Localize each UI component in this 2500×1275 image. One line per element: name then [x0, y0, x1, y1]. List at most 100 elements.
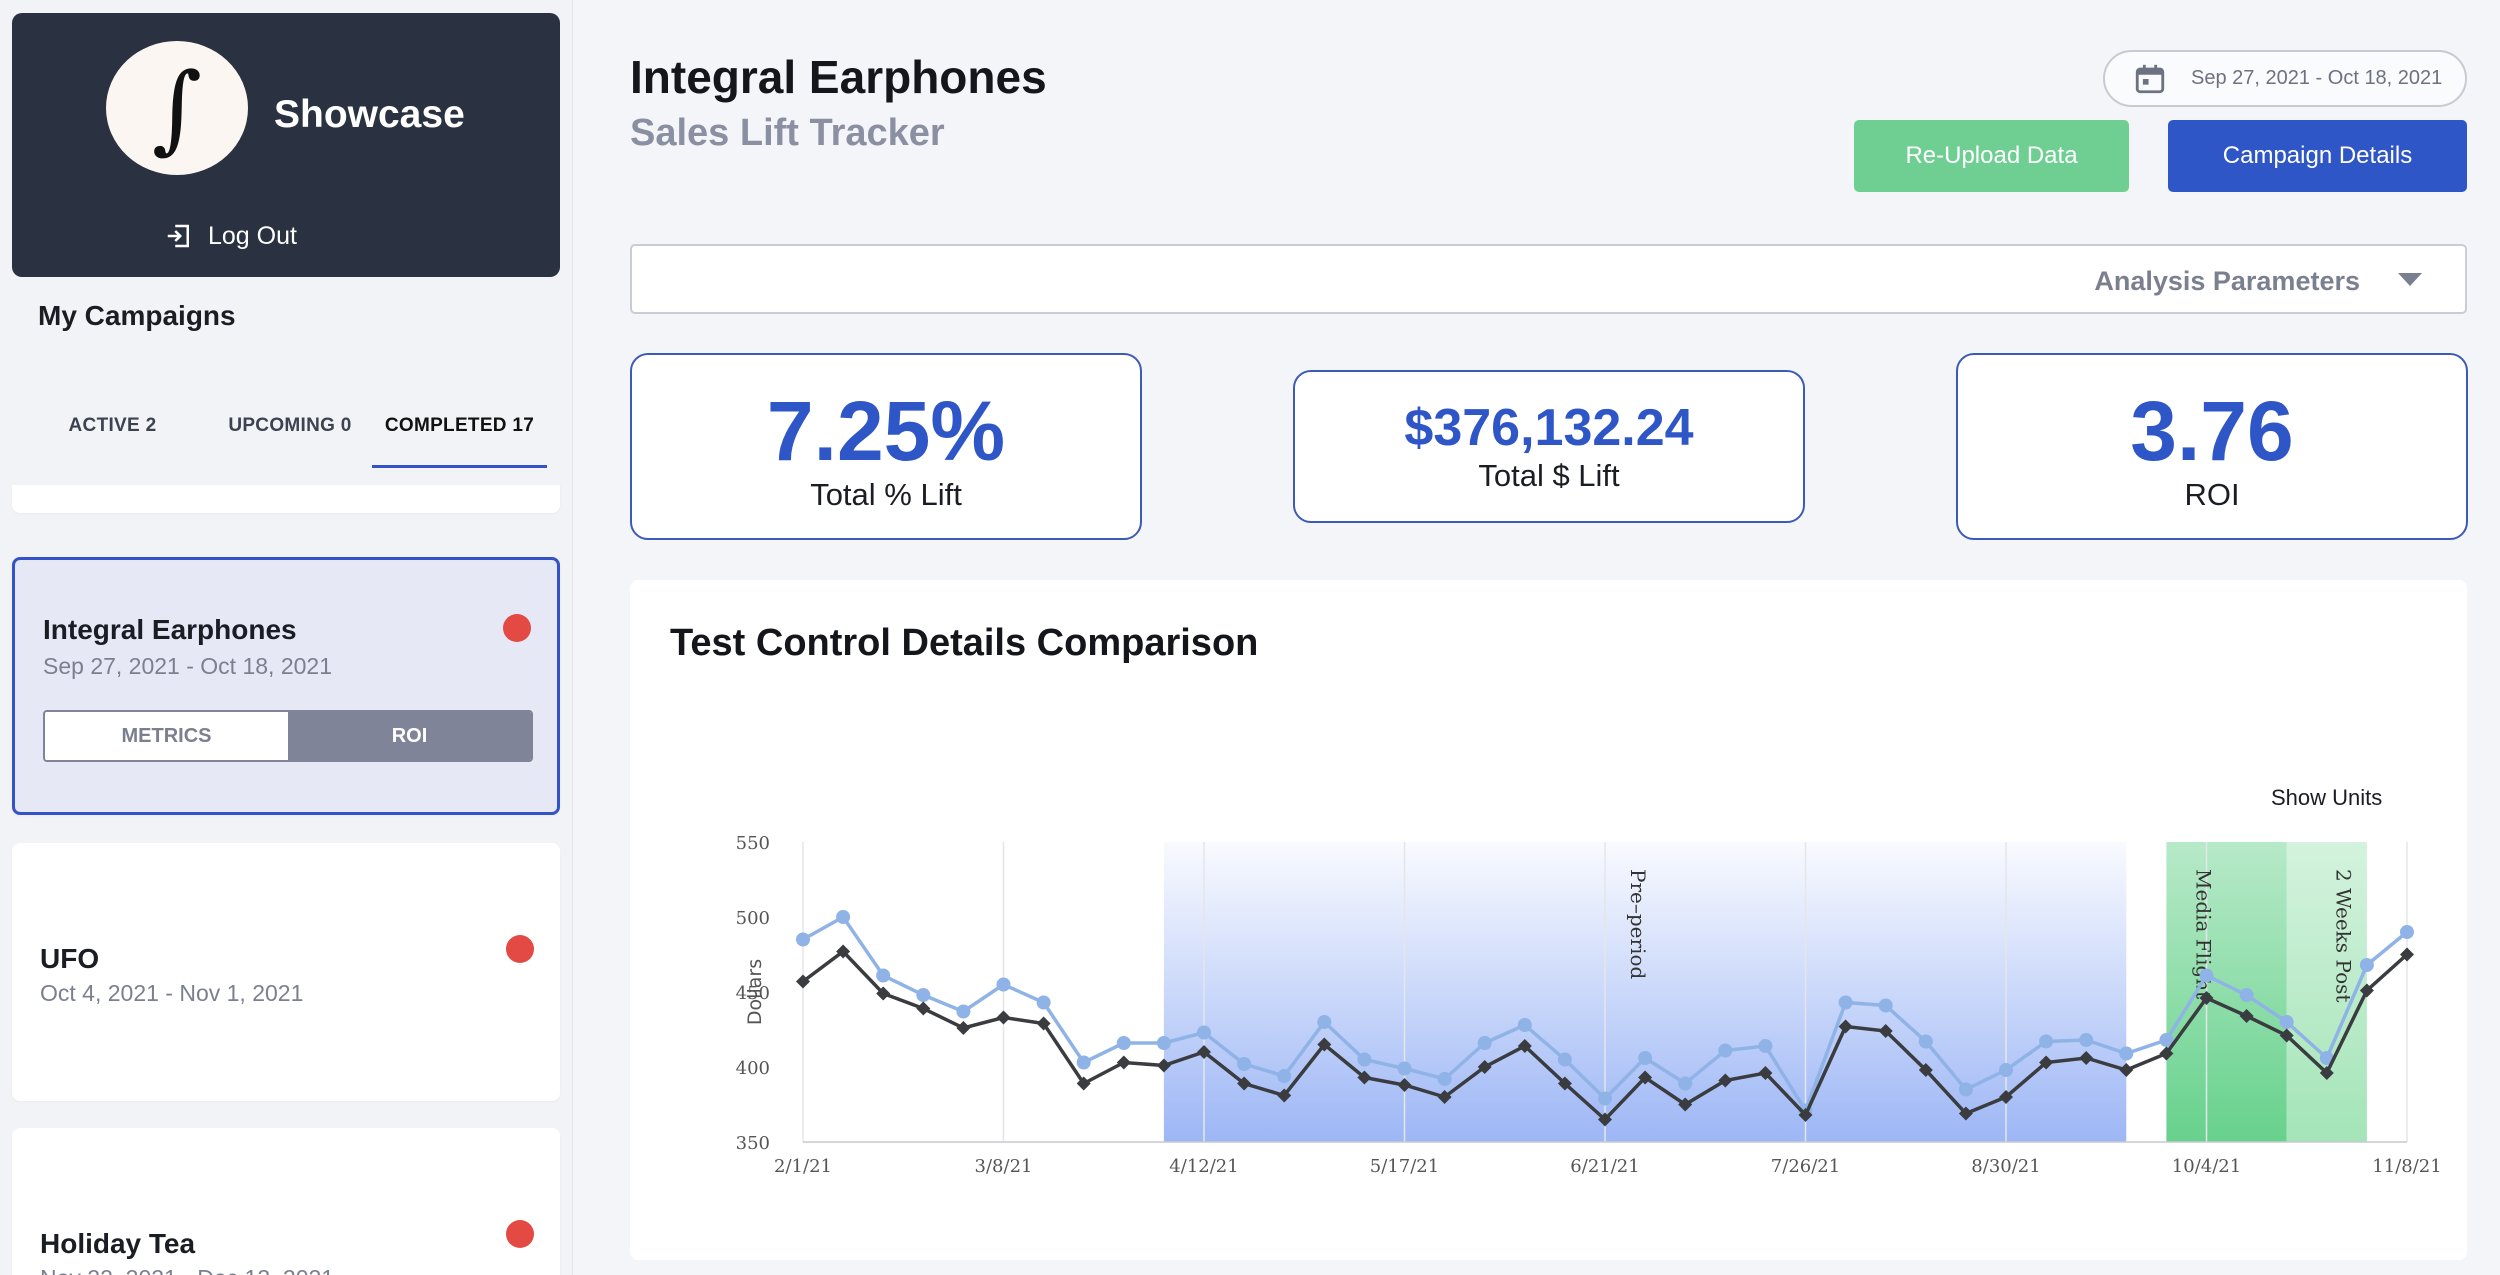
data-point	[1517, 1039, 1532, 1053]
data-point	[2359, 958, 2374, 972]
tab-active[interactable]: ACTIVE 2	[68, 415, 157, 436]
data-point	[2119, 1063, 2134, 1077]
logo: ∫	[106, 41, 248, 175]
status-dot	[503, 614, 531, 642]
data-point	[1477, 1060, 1492, 1074]
show-units-toggle[interactable]: Show Units	[2271, 785, 2383, 810]
date-range-text: Sep 27, 2021 - Oct 18, 2021	[2191, 67, 2443, 89]
kpi-value: 3.76	[2130, 384, 2294, 478]
view-toggle: METRICS ROI	[43, 710, 533, 762]
data-point	[1357, 1052, 1372, 1067]
chevron-down-icon	[2398, 273, 2422, 286]
data-point	[1999, 1090, 2013, 1104]
kpi-value: 7.25%	[766, 384, 1006, 478]
data-point	[1036, 1016, 1051, 1031]
data-point	[1557, 1052, 1572, 1067]
region-band	[2166, 842, 2287, 1142]
data-point	[1277, 1088, 1292, 1103]
tab-upcoming[interactable]: UPCOMING 0	[228, 415, 352, 436]
reupload-data-button[interactable]: Re-Upload Data	[1854, 120, 2129, 192]
data-point	[1437, 1090, 1452, 1104]
x-tick-label: 7/26/21	[1771, 1156, 1840, 1177]
data-point	[1838, 1019, 1853, 1034]
data-point	[1317, 1037, 1332, 1052]
data-point	[2119, 1046, 2134, 1061]
kpi-card-roi: 3.76 ROI	[1956, 353, 2468, 540]
campaign-card[interactable]: UFO Oct 4, 2021 - Nov 1, 2021	[12, 843, 560, 1101]
roi-toggle-button[interactable]: ROI	[288, 712, 531, 760]
data-point	[876, 986, 891, 1001]
data-point	[2199, 991, 2214, 1005]
x-tick-label: 2/1/21	[774, 1156, 832, 1177]
x-tick-label: 8/30/21	[1971, 1156, 2040, 1177]
data-point	[1678, 1076, 1693, 1091]
campaign-list[interactable]: Integral Earphones Sep 27, 2021 - Oct 18…	[0, 485, 573, 1275]
data-point	[2239, 1009, 2254, 1023]
kpi-label: Total $ Lift	[1478, 458, 1620, 493]
data-point	[1397, 1078, 1412, 1092]
campaign-card[interactable]: Holiday Tea Nov 22, 2021 - Dec 13, 2021	[12, 1128, 560, 1275]
data-point	[1517, 1018, 1532, 1032]
data-point	[1958, 1106, 1973, 1121]
campaign-card[interactable]: Integral Earphones Sep 27, 2021 - Oct 18…	[12, 557, 560, 815]
logo-glyph: ∫	[151, 52, 202, 164]
data-point	[1036, 995, 1051, 1010]
data-point	[1798, 1108, 1813, 1122]
data-point	[2079, 1033, 2094, 1047]
metrics-toggle-button[interactable]: METRICS	[45, 712, 288, 760]
data-point	[1317, 1015, 1332, 1029]
data-point	[1999, 1063, 2013, 1077]
campaign-dates: Sep 27, 2021 - Oct 18, 2021	[43, 653, 332, 679]
tab-completed[interactable]: COMPLETED 17	[372, 380, 547, 472]
data-point	[1918, 1034, 1933, 1049]
chart-card: Test Control Details Comparison Show Uni…	[630, 580, 2467, 1260]
x-tick-label: 6/21/21	[1570, 1156, 1639, 1177]
data-point	[1718, 1073, 1733, 1088]
data-point	[1477, 1036, 1492, 1050]
campaign-tabs: ACTIVE 2 UPCOMING 0 COMPLETED 17	[20, 380, 555, 472]
data-point	[1758, 1039, 1773, 1053]
data-point	[916, 1001, 931, 1016]
data-point	[1437, 1072, 1452, 1086]
campaigns-heading: My Campaigns	[38, 300, 236, 331]
main-content: Integral Earphones Sales Lift Tracker Se…	[573, 0, 2500, 1275]
data-point	[1638, 1070, 1653, 1085]
region-label: Pre–period	[1626, 869, 1650, 979]
data-point	[956, 1004, 971, 1019]
brand-panel: ∫ Showcase Log Out	[12, 13, 560, 277]
data-point	[2039, 1055, 2054, 1070]
data-point	[1116, 1055, 1131, 1070]
data-point	[1718, 1043, 1733, 1058]
campaign-card-partial[interactable]	[12, 485, 560, 513]
logout-button[interactable]: Log Out	[164, 221, 297, 251]
campaign-details-button[interactable]: Campaign Details	[2168, 120, 2467, 192]
data-point	[796, 974, 810, 989]
data-point	[1557, 1076, 1572, 1091]
data-point	[996, 1010, 1011, 1025]
kpi-card-dollar-lift: $376,132.24 Total $ Lift	[1293, 370, 1805, 523]
data-point	[2279, 1015, 2294, 1029]
analysis-parameters-dropdown[interactable]: Analysis Parameters	[630, 244, 2467, 314]
campaign-title: Integral Earphones	[43, 614, 297, 645]
logout-label: Log Out	[208, 221, 297, 250]
data-point	[1838, 995, 1853, 1010]
page-title: Integral Earphones	[630, 51, 1047, 103]
data-point	[1277, 1069, 1292, 1083]
data-point	[1076, 1076, 1091, 1091]
date-range-picker[interactable]: Sep 27, 2021 - Oct 18, 2021	[2103, 50, 2467, 107]
region-label: 2 Weeks Post	[2332, 869, 2356, 1002]
data-point	[2400, 925, 2414, 939]
data-point	[2319, 1051, 2334, 1065]
y-tick-label: 550	[736, 833, 770, 854]
data-point	[1918, 1063, 1933, 1077]
data-point	[1156, 1036, 1171, 1050]
x-tick-label: 3/8/21	[975, 1156, 1033, 1177]
y-axis-label: Dollars	[744, 959, 766, 1025]
data-point	[1878, 998, 1893, 1013]
campaign-title: Holiday Tea	[40, 1228, 196, 1259]
data-point	[916, 988, 931, 1002]
kpi-label: ROI	[2184, 477, 2240, 512]
data-point	[2359, 983, 2374, 998]
brand-name: Showcase	[274, 93, 465, 136]
kpi-label: Total % Lift	[810, 477, 962, 512]
